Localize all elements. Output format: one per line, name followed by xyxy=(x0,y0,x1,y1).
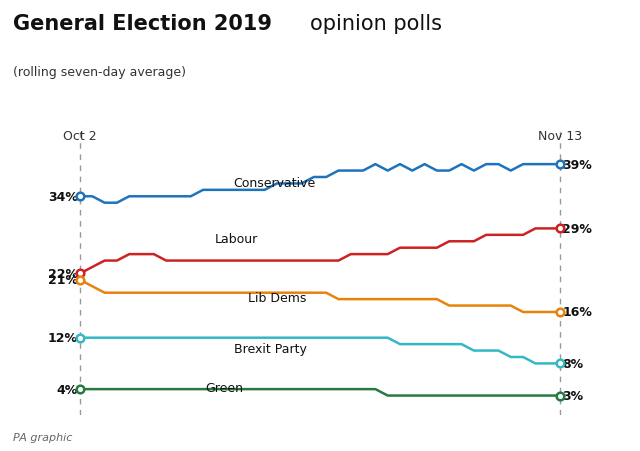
Text: 29%: 29% xyxy=(563,222,592,235)
Text: General Election 2019: General Election 2019 xyxy=(13,14,272,33)
Text: Oct 2: Oct 2 xyxy=(63,129,97,143)
Text: 8%: 8% xyxy=(563,357,584,370)
Text: Brexit Party: Brexit Party xyxy=(234,342,307,355)
Text: Lib Dems: Lib Dems xyxy=(248,292,307,305)
Text: 21%: 21% xyxy=(47,274,77,287)
Text: Conservative: Conservative xyxy=(234,176,316,189)
Text: opinion polls: opinion polls xyxy=(310,14,442,33)
Text: PA graphic: PA graphic xyxy=(13,432,72,442)
Text: 34%: 34% xyxy=(48,190,77,203)
Text: 22%: 22% xyxy=(47,267,77,280)
Text: 3%: 3% xyxy=(563,389,584,402)
Text: 16%: 16% xyxy=(563,306,592,319)
Text: Green: Green xyxy=(205,382,243,395)
Text: (rolling seven-day average): (rolling seven-day average) xyxy=(13,65,186,78)
Text: 4%: 4% xyxy=(56,383,77,396)
Text: 39%: 39% xyxy=(563,158,592,171)
Text: Nov 13: Nov 13 xyxy=(538,129,582,143)
Text: 12%: 12% xyxy=(47,331,77,345)
Text: Labour: Labour xyxy=(214,232,258,245)
